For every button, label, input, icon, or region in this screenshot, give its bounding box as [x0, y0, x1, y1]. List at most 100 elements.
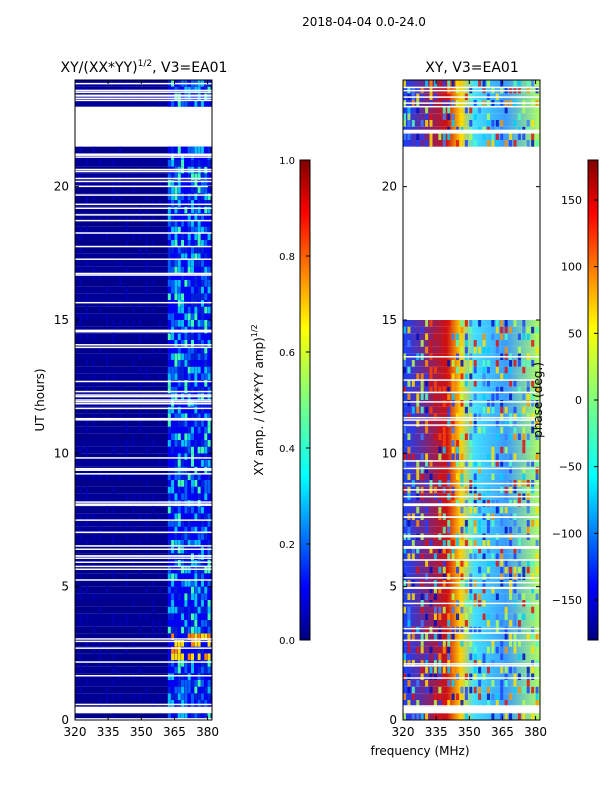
amp-cell [191, 646, 195, 654]
phase-gap-line [403, 460, 540, 462]
amp-cell [191, 500, 195, 507]
amp-cell [207, 693, 211, 700]
phase-cell [491, 393, 495, 400]
amp-cell [152, 213, 155, 220]
amp-cell [204, 200, 208, 207]
amp-cell [105, 233, 108, 240]
phase-cell [447, 520, 451, 527]
amp-cell [125, 440, 128, 447]
phase-cell [504, 646, 508, 654]
amp-cell [171, 580, 175, 587]
amp-cell [184, 693, 188, 700]
amp-cell [181, 286, 185, 294]
amp-cell [207, 560, 211, 567]
amp-cell [197, 213, 201, 220]
phase-cell [403, 326, 406, 334]
phase-cell [438, 546, 442, 554]
phase-cell [403, 113, 406, 120]
phase-cell [522, 653, 526, 660]
phase-cell [425, 386, 429, 394]
amp-cell [132, 600, 135, 607]
phase-cell [513, 520, 517, 527]
amp-cell [207, 313, 211, 320]
amp-row [75, 406, 212, 414]
phase-cell [469, 673, 473, 680]
phase-cell [495, 360, 499, 367]
phase-cell [504, 673, 508, 680]
amp-cell [167, 653, 171, 660]
amp-cell [191, 246, 195, 254]
amp-cell [171, 280, 175, 287]
phase-cell [407, 646, 411, 654]
amp-cell [181, 540, 185, 547]
phase-cell [447, 620, 451, 627]
phase-cell [460, 380, 464, 387]
amp-cell [99, 160, 102, 167]
amp-cell [167, 433, 171, 440]
amp-cell [197, 360, 201, 367]
amp-cell [184, 413, 188, 420]
amp-cell [171, 226, 175, 234]
amp-cell [145, 366, 148, 374]
phase-cell [531, 586, 535, 594]
amp-cell [171, 313, 175, 320]
amp-cell [174, 606, 178, 614]
amp-cell [204, 100, 208, 107]
amp-cell [152, 380, 155, 387]
phase-cell [451, 546, 455, 554]
amp-cell [184, 173, 188, 180]
amp-cell [79, 246, 82, 254]
amp-cell [177, 493, 181, 500]
amp-cell [79, 226, 82, 234]
phase-cell [500, 406, 504, 414]
amp-cell [86, 586, 89, 594]
amp-cell [204, 586, 208, 594]
amp-cell [184, 213, 188, 220]
amp-gap-line [75, 555, 212, 557]
amp-cell [207, 546, 211, 554]
amp-cell [207, 600, 211, 607]
amp-cell [194, 560, 198, 567]
amp-title: XY/(XX*YY)1/2, V3=EA01 [61, 59, 228, 76]
amp-cell [187, 366, 191, 374]
amp-cell [99, 473, 102, 480]
phase-cell [469, 106, 473, 114]
amp-cell [204, 160, 208, 167]
phase-cell [531, 393, 535, 400]
phase-cell [486, 453, 490, 460]
amp-row [75, 320, 212, 327]
amp-gap-line [75, 185, 212, 188]
phase-cell [535, 406, 539, 414]
amp-cell [207, 453, 211, 460]
amp-cell [187, 580, 191, 587]
amp-cell [177, 146, 181, 154]
amp-cell [171, 493, 175, 500]
phase-cell [491, 713, 495, 720]
amp-cell [145, 546, 148, 554]
amp-cell [187, 540, 191, 547]
amp-cell [194, 460, 198, 467]
amp-cell [167, 340, 171, 347]
amp-cell [171, 646, 175, 654]
phase-cell [451, 693, 455, 700]
amp-cell [191, 480, 195, 487]
amp-cell [207, 286, 211, 294]
amp-cell [125, 240, 128, 247]
phase-cell [535, 573, 539, 580]
phase-cell [513, 646, 517, 654]
amp-cell [187, 273, 191, 280]
phase-cell [509, 380, 513, 387]
phase-cell [526, 360, 530, 367]
phase-cell [482, 673, 486, 680]
amp-row [75, 380, 212, 387]
amp-cell [145, 280, 148, 287]
amp-cell [194, 626, 198, 634]
phase-cell [478, 680, 482, 687]
amp-cell [197, 580, 201, 587]
phase-cell [425, 106, 429, 114]
phase-cell [526, 393, 530, 400]
amp-cell [181, 293, 185, 300]
amp-cell [174, 520, 178, 527]
amp-cell [207, 186, 211, 194]
phase-cell [473, 626, 477, 634]
